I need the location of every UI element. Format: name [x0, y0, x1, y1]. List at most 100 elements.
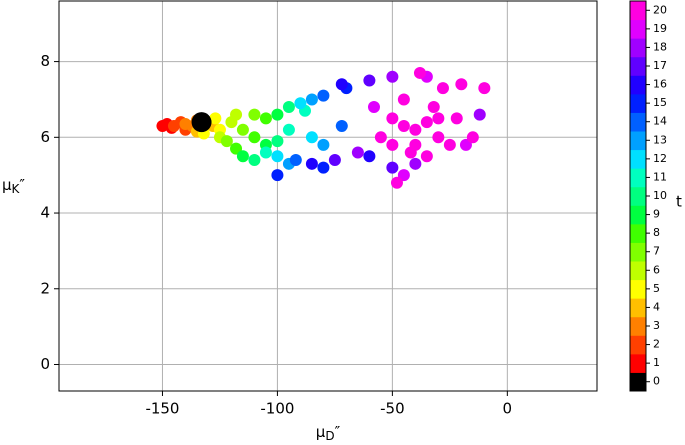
colorbar-swatch	[630, 168, 646, 188]
point	[397, 119, 410, 132]
colorbar-label: t	[676, 193, 682, 211]
point	[271, 108, 284, 121]
colorbar-swatch	[630, 279, 646, 299]
colorbar-tick-label: 7	[653, 245, 660, 258]
y-tick-label: 8	[40, 52, 50, 70]
colorbar-swatch	[630, 298, 646, 318]
point	[282, 123, 295, 136]
colorbar-swatch	[630, 335, 646, 355]
colorbar-tick-label: 18	[653, 40, 667, 53]
colorbar-swatch	[630, 0, 646, 21]
colorbar-tick-label: 13	[653, 133, 667, 146]
point	[420, 150, 433, 163]
point	[335, 119, 348, 132]
y-axis-label: μK″	[2, 176, 25, 196]
point	[282, 101, 295, 114]
point	[367, 101, 380, 114]
point	[386, 138, 399, 151]
colorbar-swatch	[630, 149, 646, 169]
colorbar-tick-label: 6	[653, 263, 660, 276]
point	[443, 138, 456, 151]
colorbar-swatch	[630, 38, 646, 58]
colorbar-swatch	[630, 242, 646, 262]
colorbar-tick-label: 10	[653, 189, 667, 202]
y-tick-label: 6	[40, 128, 50, 146]
point	[305, 131, 318, 144]
colorbar-swatch	[630, 131, 646, 151]
x-axis-label: μD″	[316, 423, 341, 442]
point	[409, 138, 422, 151]
point	[427, 101, 440, 114]
point	[248, 108, 261, 121]
point	[397, 93, 410, 106]
point	[289, 154, 302, 167]
point	[363, 150, 376, 163]
point	[230, 142, 243, 155]
point	[271, 150, 284, 163]
colorbar-tick-label: 19	[653, 22, 667, 35]
point	[450, 112, 463, 125]
point	[317, 89, 330, 102]
point	[248, 154, 261, 167]
y-tick-label: 4	[40, 204, 50, 222]
point	[386, 70, 399, 83]
y-tick-label: 2	[40, 279, 50, 297]
x-tick-label: 0	[503, 400, 513, 418]
point	[432, 131, 445, 144]
point	[455, 78, 468, 91]
point	[386, 161, 399, 174]
x-tick-label: -100	[260, 400, 294, 418]
point	[390, 176, 403, 189]
point	[413, 66, 426, 79]
colorbar-tick-label: 4	[653, 300, 660, 313]
colorbar-swatch	[630, 261, 646, 281]
highlight-point	[191, 112, 212, 133]
point	[351, 146, 364, 159]
y-tick-label: 0	[40, 355, 50, 373]
point	[432, 112, 445, 125]
colorbar-swatch	[630, 316, 646, 336]
point	[271, 169, 284, 182]
point	[230, 108, 243, 121]
point	[305, 157, 318, 170]
colorbar-tick-label: 8	[653, 226, 660, 239]
colorbar-tick-label: 15	[653, 96, 667, 109]
point	[420, 116, 433, 129]
colorbar-swatch	[630, 186, 646, 206]
point	[236, 123, 249, 136]
point	[478, 82, 491, 95]
plot-frame	[58, 0, 598, 392]
x-tick-label: -150	[145, 400, 179, 418]
point	[459, 138, 472, 151]
point	[209, 112, 222, 125]
colorbar-tick-label: 17	[653, 59, 667, 72]
x-tick-label: -50	[380, 400, 405, 418]
point	[473, 108, 486, 121]
colorbar-swatch	[630, 112, 646, 132]
point	[305, 93, 318, 106]
colorbar-swatch	[630, 353, 646, 373]
point	[259, 146, 272, 159]
point	[363, 74, 376, 87]
colorbar-tick-label: 1	[653, 356, 660, 369]
point	[294, 97, 307, 110]
colorbar-tick-label: 2	[653, 338, 660, 351]
colorbar-tick-label: 20	[653, 3, 667, 16]
point	[466, 131, 479, 144]
colorbar-swatch	[630, 75, 646, 95]
point	[374, 131, 387, 144]
colorbar-tick-label: 5	[653, 282, 660, 295]
colorbar-tick-label: 16	[653, 78, 667, 91]
colorbar-swatch	[630, 19, 646, 39]
colorbar-swatch	[630, 56, 646, 76]
colorbar-swatch	[630, 205, 646, 225]
point	[236, 150, 249, 163]
colorbar-tick-label: 11	[653, 170, 667, 183]
point	[271, 135, 284, 148]
point	[397, 169, 410, 182]
colorbar-frame	[629, 0, 647, 392]
point	[328, 154, 341, 167]
point	[409, 123, 422, 136]
